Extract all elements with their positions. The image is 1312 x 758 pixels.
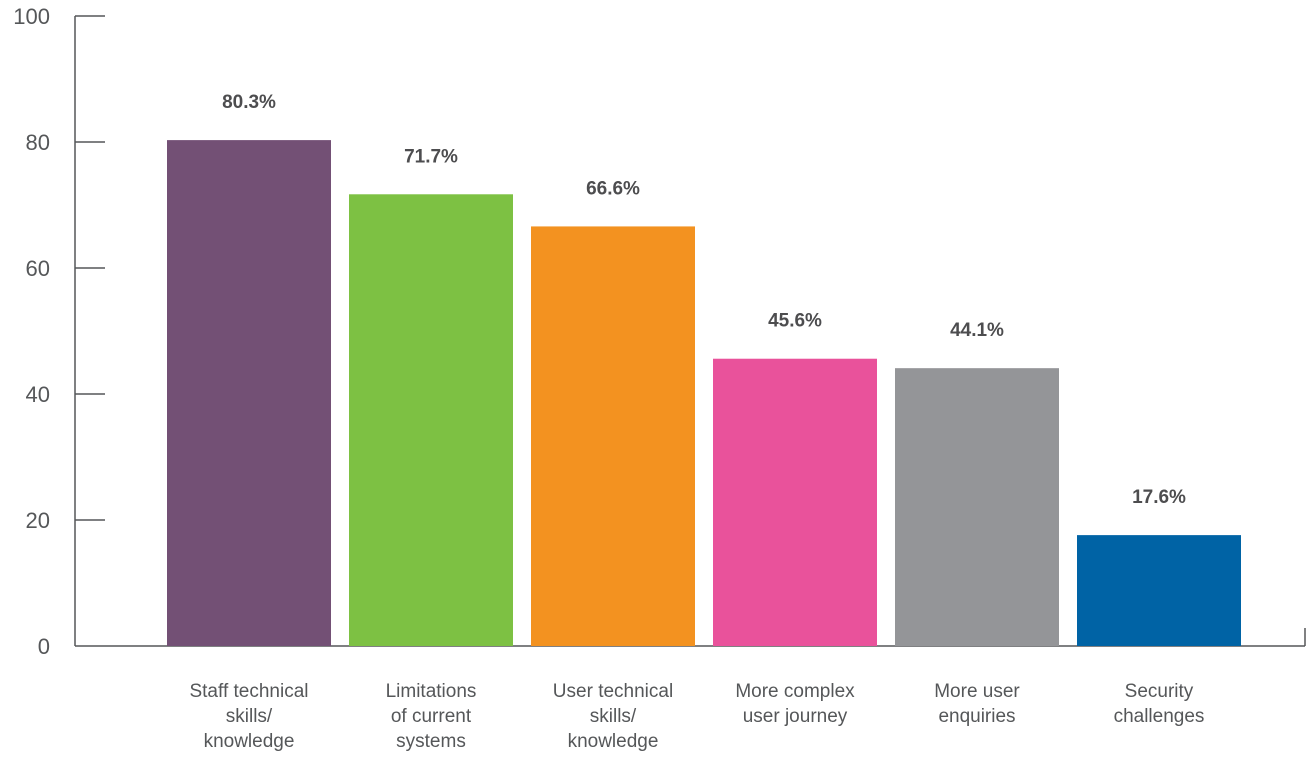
category-label: Limitations of current systems (386, 681, 477, 752)
y-axis: 0 20 40 60 80 100 (13, 4, 105, 659)
y-tick-label: 40 (26, 382, 50, 407)
category-label: More complex user journey (735, 681, 855, 727)
bar (713, 358, 877, 646)
category-label: Security challenges (1114, 681, 1205, 727)
bar (349, 194, 513, 647)
data-label: 17.6% (1132, 487, 1186, 508)
data-label: 66.6% (586, 178, 640, 199)
category-label: More user enquiries (934, 681, 1020, 727)
y-tick-label: 0 (38, 634, 50, 659)
category-label: User technical skills/knowledge (553, 681, 673, 752)
bar (895, 368, 1059, 646)
category-labels: Staff technical skills/knowledge Limitatio… (189, 681, 1204, 752)
bar (167, 140, 331, 647)
y-tick-label: 20 (26, 508, 50, 533)
y-tick-label: 80 (26, 130, 50, 155)
y-tick-label: 60 (26, 256, 50, 281)
data-label: 80.3% (222, 92, 276, 113)
y-tick-label: 100 (13, 4, 50, 29)
data-label: 45.6% (768, 311, 822, 332)
bars (167, 140, 1241, 647)
data-label: 44.1% (950, 320, 1004, 341)
data-label: 71.7% (404, 146, 458, 167)
bar (1077, 535, 1241, 646)
category-label: Staff technical skills/knowledge (189, 681, 308, 752)
bar (531, 226, 695, 647)
data-labels: 80.3% 71.7% 66.6% 45.6% 44.1% 17.6% (222, 92, 1186, 508)
